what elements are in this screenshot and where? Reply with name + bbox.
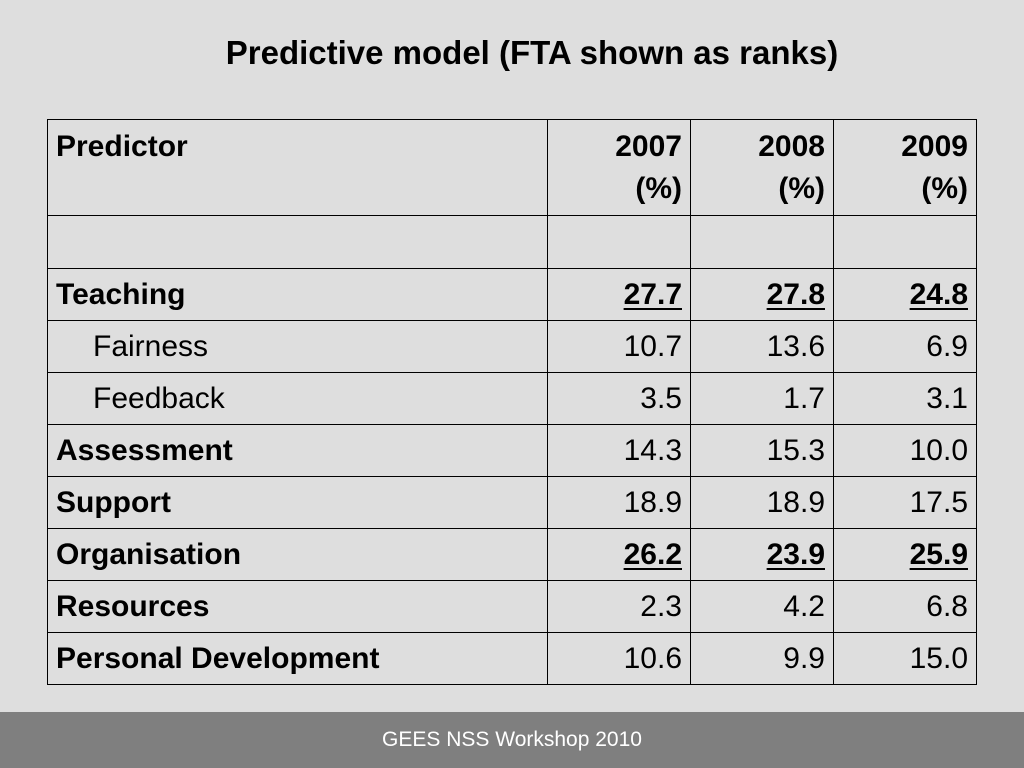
cell-2009: 6.8 bbox=[833, 580, 977, 633]
table-row-personal-development: Personal Development 10.6 9.9 15.0 bbox=[47, 632, 977, 685]
cell-2008: 23.9 bbox=[690, 528, 834, 581]
row-label: Organisation bbox=[47, 528, 548, 581]
header-predictor: Predictor bbox=[47, 119, 548, 216]
cell-2008: 15.3 bbox=[690, 424, 834, 477]
cell-2007: 18.9 bbox=[547, 476, 691, 529]
cell-2008: 18.9 bbox=[690, 476, 834, 529]
slide-title: Predictive model (FTA shown as ranks) bbox=[225, 34, 839, 71]
row-label: Fairness bbox=[47, 320, 548, 373]
header-2008: 2008 (%) bbox=[690, 119, 834, 216]
table-row-organisation: Organisation 26.2 23.9 25.9 bbox=[47, 528, 977, 581]
cell-2007: 14.3 bbox=[547, 424, 691, 477]
cell-2009: 3.1 bbox=[833, 372, 977, 425]
table-cell-empty bbox=[547, 215, 691, 269]
cell-2008: 4.2 bbox=[690, 580, 834, 633]
row-label: Feedback bbox=[47, 372, 548, 425]
cell-2007: 10.7 bbox=[547, 320, 691, 373]
cell-2009: 25.9 bbox=[833, 528, 977, 581]
header-unit: (%) bbox=[921, 172, 968, 205]
table-row-assessment: Assessment 14.3 15.3 10.0 bbox=[47, 424, 977, 477]
table-cell-empty bbox=[833, 215, 977, 269]
table-header-row: Predictor 2007 (%) 2008 (%) 2009 (%) bbox=[47, 119, 977, 216]
cell-2009: 24.8 bbox=[833, 268, 977, 321]
cell-2007: 26.2 bbox=[547, 528, 691, 581]
footer-bar: GEES NSS Workshop 2010 bbox=[0, 712, 1024, 768]
table-row-fairness: Fairness 10.7 13.6 6.9 bbox=[47, 320, 977, 373]
table-row-resources: Resources 2.3 4.2 6.8 bbox=[47, 580, 977, 633]
cell-2007: 10.6 bbox=[547, 632, 691, 685]
predictor-table: Predictor 2007 (%) 2008 (%) 2009 (%) Teachi… bbox=[47, 119, 977, 685]
cell-2008: 1.7 bbox=[690, 372, 834, 425]
header-year: 2009 bbox=[901, 130, 968, 163]
cell-2009: 10.0 bbox=[833, 424, 977, 477]
cell-2009: 6.9 bbox=[833, 320, 977, 373]
cell-2008: 9.9 bbox=[690, 632, 834, 685]
table-cell-empty bbox=[47, 215, 548, 269]
header-year: 2007 bbox=[615, 130, 682, 163]
cell-2009: 17.5 bbox=[833, 476, 977, 529]
header-2009: 2009 (%) bbox=[833, 119, 977, 216]
row-label: Assessment bbox=[47, 424, 548, 477]
cell-2008: 27.8 bbox=[690, 268, 834, 321]
header-2007: 2007 (%) bbox=[547, 119, 691, 216]
row-label: Personal Development bbox=[47, 632, 548, 685]
header-unit: (%) bbox=[635, 172, 682, 205]
table-row-teaching: Teaching 27.7 27.8 24.8 bbox=[47, 268, 977, 321]
header-unit: (%) bbox=[778, 172, 825, 205]
row-label: Resources bbox=[47, 580, 548, 633]
table-row-support: Support 18.9 18.9 17.5 bbox=[47, 476, 977, 529]
footer-text: GEES NSS Workshop 2010 bbox=[382, 728, 642, 751]
row-label: Teaching bbox=[47, 268, 548, 321]
cell-2007: 2.3 bbox=[547, 580, 691, 633]
cell-2009: 15.0 bbox=[833, 632, 977, 685]
row-label: Support bbox=[47, 476, 548, 529]
table-row-blank bbox=[47, 215, 977, 269]
cell-2007: 27.7 bbox=[547, 268, 691, 321]
table-row-feedback: Feedback 3.5 1.7 3.1 bbox=[47, 372, 977, 425]
header-year: 2008 bbox=[758, 130, 825, 163]
cell-2008: 13.6 bbox=[690, 320, 834, 373]
cell-2007: 3.5 bbox=[547, 372, 691, 425]
table-cell-empty bbox=[690, 215, 834, 269]
